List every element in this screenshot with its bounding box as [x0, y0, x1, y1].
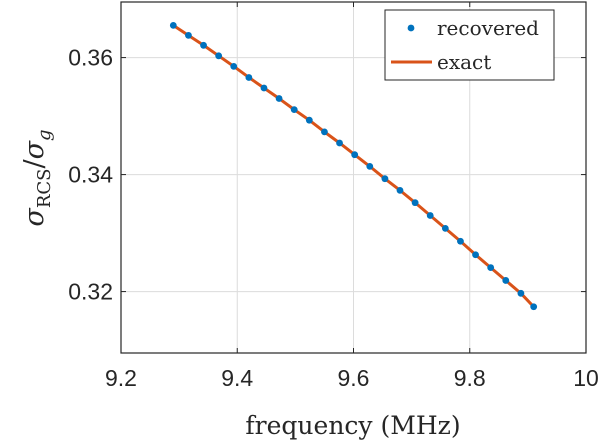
x-tick-label: 9.4 — [221, 365, 253, 391]
data-point-recovered — [530, 303, 538, 311]
data-point-recovered — [260, 84, 268, 92]
data-point-recovered — [351, 151, 359, 159]
data-point-recovered — [411, 199, 419, 207]
y-axis-label-sub2: g — [34, 129, 55, 141]
axis-ticks — [120, 2, 587, 353]
data-point-recovered — [275, 95, 283, 102]
y-axis-label: σRCS/σg — [19, 129, 55, 226]
data-point-recovered — [487, 264, 495, 271]
data-point-recovered — [366, 162, 374, 170]
y-axis-label-sigma2: σ — [19, 139, 50, 159]
legend-box — [384, 9, 555, 81]
data-point-recovered — [336, 139, 343, 147]
data-point-recovered — [290, 106, 298, 114]
legend-marker-recovered — [407, 24, 415, 32]
data-point-recovered — [502, 277, 510, 284]
y-tick-label: 0.34 — [68, 162, 113, 188]
legend-label-recovered: recovered — [437, 16, 539, 40]
y-axis-label-sub1: RCS — [34, 168, 55, 208]
data-point-recovered — [215, 52, 223, 60]
data-point-recovered — [245, 74, 253, 81]
x-tick-labels: 9.2 9.4 9.6 9.8 10 — [105, 365, 599, 391]
series-layer — [169, 22, 538, 311]
legend: recovered exact — [384, 9, 555, 81]
data-point-recovered — [230, 62, 238, 70]
data-point-recovered — [200, 41, 207, 49]
data-point-recovered — [441, 225, 449, 232]
y-tick-label: 0.36 — [68, 45, 113, 71]
x-axis-label: frequency (MHz) — [245, 411, 460, 440]
data-point-recovered — [169, 22, 177, 29]
data-point-recovered — [517, 289, 525, 297]
y-tick-labels: 0.32 0.34 0.36 — [68, 45, 113, 305]
data-point-recovered — [305, 116, 313, 124]
legend-label-exact: exact — [437, 50, 491, 74]
x-tick-label: 9.6 — [338, 365, 370, 391]
data-point-recovered — [321, 128, 328, 136]
data-point-recovered — [472, 251, 479, 259]
data-point-recovered — [457, 237, 464, 245]
data-point-recovered — [426, 212, 434, 219]
data-point-recovered — [381, 175, 389, 183]
y-axis-label-sep: / — [19, 158, 50, 168]
data-point-recovered — [396, 186, 404, 194]
x-tick-label: 10 — [573, 365, 599, 391]
x-tick-label: 9.2 — [105, 365, 137, 391]
x-tick-label: 9.8 — [454, 365, 486, 391]
y-axis-label-sigma: σ — [19, 207, 50, 227]
y-tick-label: 0.32 — [68, 279, 113, 305]
data-point-recovered — [185, 31, 192, 39]
